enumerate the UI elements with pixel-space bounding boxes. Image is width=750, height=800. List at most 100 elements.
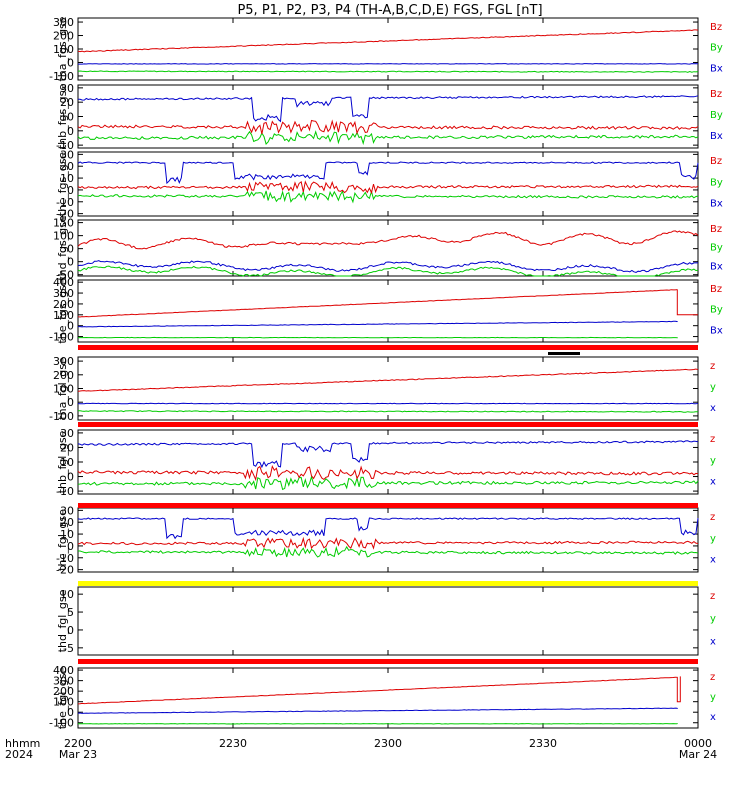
status-bar: [78, 581, 698, 586]
chart-title: P5, P1, P2, P3, P4 (TH-A,B,C,D,E) FGS, F…: [237, 3, 542, 18]
legend-z: z: [710, 672, 715, 683]
legend-y: y: [710, 455, 716, 466]
legend-y: y: [710, 692, 716, 703]
x-tick-label: 2330: [529, 737, 557, 750]
series-line-Bx: [77, 95, 699, 123]
y-tick-label: 100: [53, 230, 74, 243]
y-tick-label: -100: [49, 331, 74, 344]
status-bar: [78, 345, 698, 350]
legend-By: By: [710, 43, 723, 54]
y-tick-label: 150: [53, 217, 74, 230]
legend-Bz: Bz: [710, 284, 722, 295]
y-tick-label: 10: [60, 456, 74, 469]
series-line-Bz: [77, 29, 699, 53]
legend-By: By: [710, 177, 723, 188]
legend-z: z: [710, 512, 715, 523]
panel-ylabel: tha_fgs_gse: [56, 16, 69, 81]
y-tick-label: -10: [56, 196, 74, 209]
series-line-z: [77, 676, 681, 705]
legend-Bz: Bz: [710, 224, 722, 235]
legend-y: y: [710, 382, 716, 393]
y-tick-label: 10: [60, 172, 74, 185]
series-line-z: [77, 536, 699, 550]
legend-x: x: [710, 555, 716, 566]
y-tick-label: 100: [53, 43, 74, 56]
y-tick-label: 5: [67, 606, 74, 619]
panel-frame: [77, 279, 699, 343]
series-line-Bx: [78, 320, 678, 328]
x-tick-label: 2200: [64, 737, 92, 750]
y-tick-label: 20: [60, 516, 74, 529]
y-tick-label: 0: [67, 540, 74, 553]
y-tick-label: -20: [56, 208, 74, 221]
series-line-y: [77, 474, 699, 491]
panel-ylabel: thd_fgl_gse: [56, 589, 69, 652]
y-tick-label: -20: [56, 564, 74, 577]
y-tick-label: 30: [60, 504, 74, 517]
series-line-By: [77, 130, 699, 146]
status-bar: [78, 422, 698, 427]
x-tick-sublabel: Mar 23: [59, 748, 97, 761]
y-tick-label: 0: [67, 471, 74, 484]
y-tick-label: 300: [53, 16, 74, 29]
legend-Bx: Bx: [710, 325, 723, 336]
y-tick-label: 400: [53, 276, 74, 289]
y-tick-label: 10: [60, 111, 74, 124]
y-tick-label: -10: [56, 552, 74, 565]
y-tick-label: 0: [67, 56, 74, 69]
legend-z: z: [710, 591, 715, 602]
panel-ylabel: thb_fgs_gse: [56, 84, 69, 150]
x-tick-label: 2230: [219, 737, 247, 750]
status-bar: [78, 503, 698, 508]
series-line-y: [78, 545, 699, 558]
panel-frame: [77, 429, 699, 495]
y-tick-label: 0: [67, 256, 74, 269]
x-tick-label: 2300: [374, 737, 402, 750]
legend-x: x: [710, 477, 716, 488]
time-axis-row-label-hhmm: hhmm: [5, 737, 40, 750]
series-line-x: [77, 402, 699, 405]
legend-y: y: [710, 533, 716, 544]
x-tick-sublabel: Mar 24: [679, 748, 717, 761]
y-tick-label: -50: [56, 269, 74, 282]
y-tick-label: 0: [67, 125, 74, 138]
y-tick-label: 20: [60, 160, 74, 173]
series-line-By: [77, 336, 678, 339]
panel-frame: [77, 17, 699, 81]
series-line-Bz: [77, 230, 699, 250]
panel-frame: [77, 507, 699, 573]
panel-ylabel: thc_fgs_gse: [56, 152, 69, 217]
y-tick-label: -5: [63, 642, 74, 655]
panel-ylabel: tha_fgl_gse: [56, 357, 69, 420]
y-tick-label: 200: [53, 30, 74, 43]
y-tick-label: 100: [53, 309, 74, 322]
time-axis-row-label-year: 2024: [5, 748, 33, 761]
series-line-Bz: [77, 180, 699, 195]
panel-ylabel: thd_fgs_gse: [56, 215, 69, 281]
legend-By: By: [710, 243, 723, 254]
series-line-y: [77, 410, 698, 413]
y-tick-label: 20: [60, 441, 74, 454]
legend-Bz: Bz: [710, 89, 722, 100]
legend-By: By: [710, 110, 723, 121]
y-tick-label: -100: [49, 70, 74, 83]
legend-Bz: Bz: [710, 22, 722, 33]
y-tick-label: -10: [56, 139, 74, 152]
y-tick-label: 300: [53, 287, 74, 300]
legend-z: z: [710, 434, 715, 445]
status-bar: [78, 659, 698, 664]
legend-By: By: [710, 305, 723, 316]
series-line-x: [77, 707, 678, 714]
series-line-Bz: [77, 289, 698, 318]
y-tick-label: 300: [53, 355, 74, 368]
series-line-z: [77, 464, 699, 482]
series-line-Bz: [77, 119, 699, 135]
